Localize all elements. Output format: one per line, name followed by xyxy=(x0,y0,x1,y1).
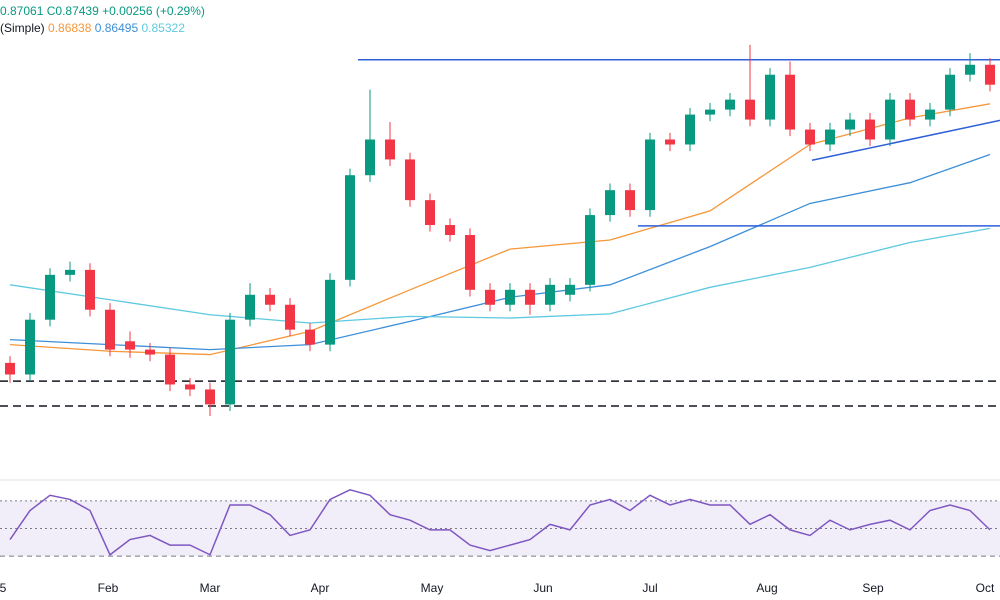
ma-value: 0.86495 xyxy=(94,21,139,35)
candle-body xyxy=(925,109,935,120)
x-tick-label: Apr xyxy=(311,581,330,595)
candle-body xyxy=(205,389,215,405)
candle-body xyxy=(85,269,95,310)
ma-value: 0.85322 xyxy=(141,21,185,35)
moving-average xyxy=(9,153,991,351)
candle-body xyxy=(545,284,555,305)
x-tick-label: May xyxy=(421,581,444,595)
candle-body xyxy=(25,319,35,375)
rsi-line xyxy=(9,488,991,556)
candle-body xyxy=(525,289,535,305)
candle-body xyxy=(845,119,855,130)
low-value: 0.87061 xyxy=(0,4,44,18)
candle-body xyxy=(125,341,135,350)
candle-body xyxy=(825,129,835,145)
candle-body xyxy=(505,289,515,305)
ma-legend: (Simple) 0.86838 0.86495 0.85322 xyxy=(0,21,185,35)
candle-body xyxy=(645,139,655,211)
candle-body xyxy=(325,279,335,345)
candle-body xyxy=(465,235,475,290)
candle-body xyxy=(965,64,975,75)
candle-body xyxy=(225,319,235,405)
ma-label: (Simple) xyxy=(0,21,45,35)
candle-body xyxy=(425,200,435,226)
candle-body xyxy=(725,99,735,110)
x-tick-label: Aug xyxy=(756,581,777,595)
candle-body xyxy=(705,109,715,115)
x-tick-label: Jun xyxy=(533,581,552,595)
close-value: C0.87439 xyxy=(46,4,99,18)
candle-body xyxy=(385,139,395,160)
x-tick-label: Sep xyxy=(862,581,884,595)
candle-body xyxy=(245,294,255,320)
candle-body xyxy=(785,74,795,130)
candle-body xyxy=(585,215,595,285)
x-tick-label: 5 xyxy=(0,581,7,595)
candle-body xyxy=(345,175,355,280)
ma-value: 0.86838 xyxy=(48,21,92,35)
candle-body xyxy=(5,362,15,375)
candle-body xyxy=(945,74,955,110)
moving-average xyxy=(9,227,991,324)
candle-body xyxy=(405,159,415,201)
candle-body xyxy=(45,274,55,320)
x-tick-label: Oct xyxy=(976,581,995,595)
candle-body xyxy=(765,74,775,120)
x-tick-label: Feb xyxy=(98,581,119,595)
candle-body xyxy=(745,99,755,120)
moving-average xyxy=(9,103,991,356)
candle-body xyxy=(165,354,175,385)
candle-body xyxy=(605,190,615,216)
candle-body xyxy=(985,64,995,85)
candle-body xyxy=(145,349,155,355)
candle-body xyxy=(445,225,455,235)
ohlc-legend: 0.87061 C0.87439 +0.00256 (+0.29%) xyxy=(0,4,205,18)
candle-body xyxy=(865,119,875,140)
candle-body xyxy=(265,294,275,305)
candle-body xyxy=(105,309,115,350)
x-tick-label: Jul xyxy=(642,581,657,595)
candle-body xyxy=(565,284,575,295)
candle-body xyxy=(185,384,195,390)
candle-body xyxy=(485,289,495,305)
candle-body xyxy=(285,304,295,330)
candle-body xyxy=(305,329,315,345)
candle-body xyxy=(65,269,75,275)
candle-body xyxy=(885,99,895,140)
change-value: +0.00256 (+0.29%) xyxy=(102,4,205,18)
candle-body xyxy=(665,139,675,145)
candle-body xyxy=(365,139,375,176)
candle-body xyxy=(805,129,815,145)
candle-body xyxy=(685,114,695,145)
candle-body xyxy=(625,190,635,211)
trendline xyxy=(811,119,1000,161)
candle-body xyxy=(905,99,915,120)
x-tick-label: Mar xyxy=(200,581,221,595)
